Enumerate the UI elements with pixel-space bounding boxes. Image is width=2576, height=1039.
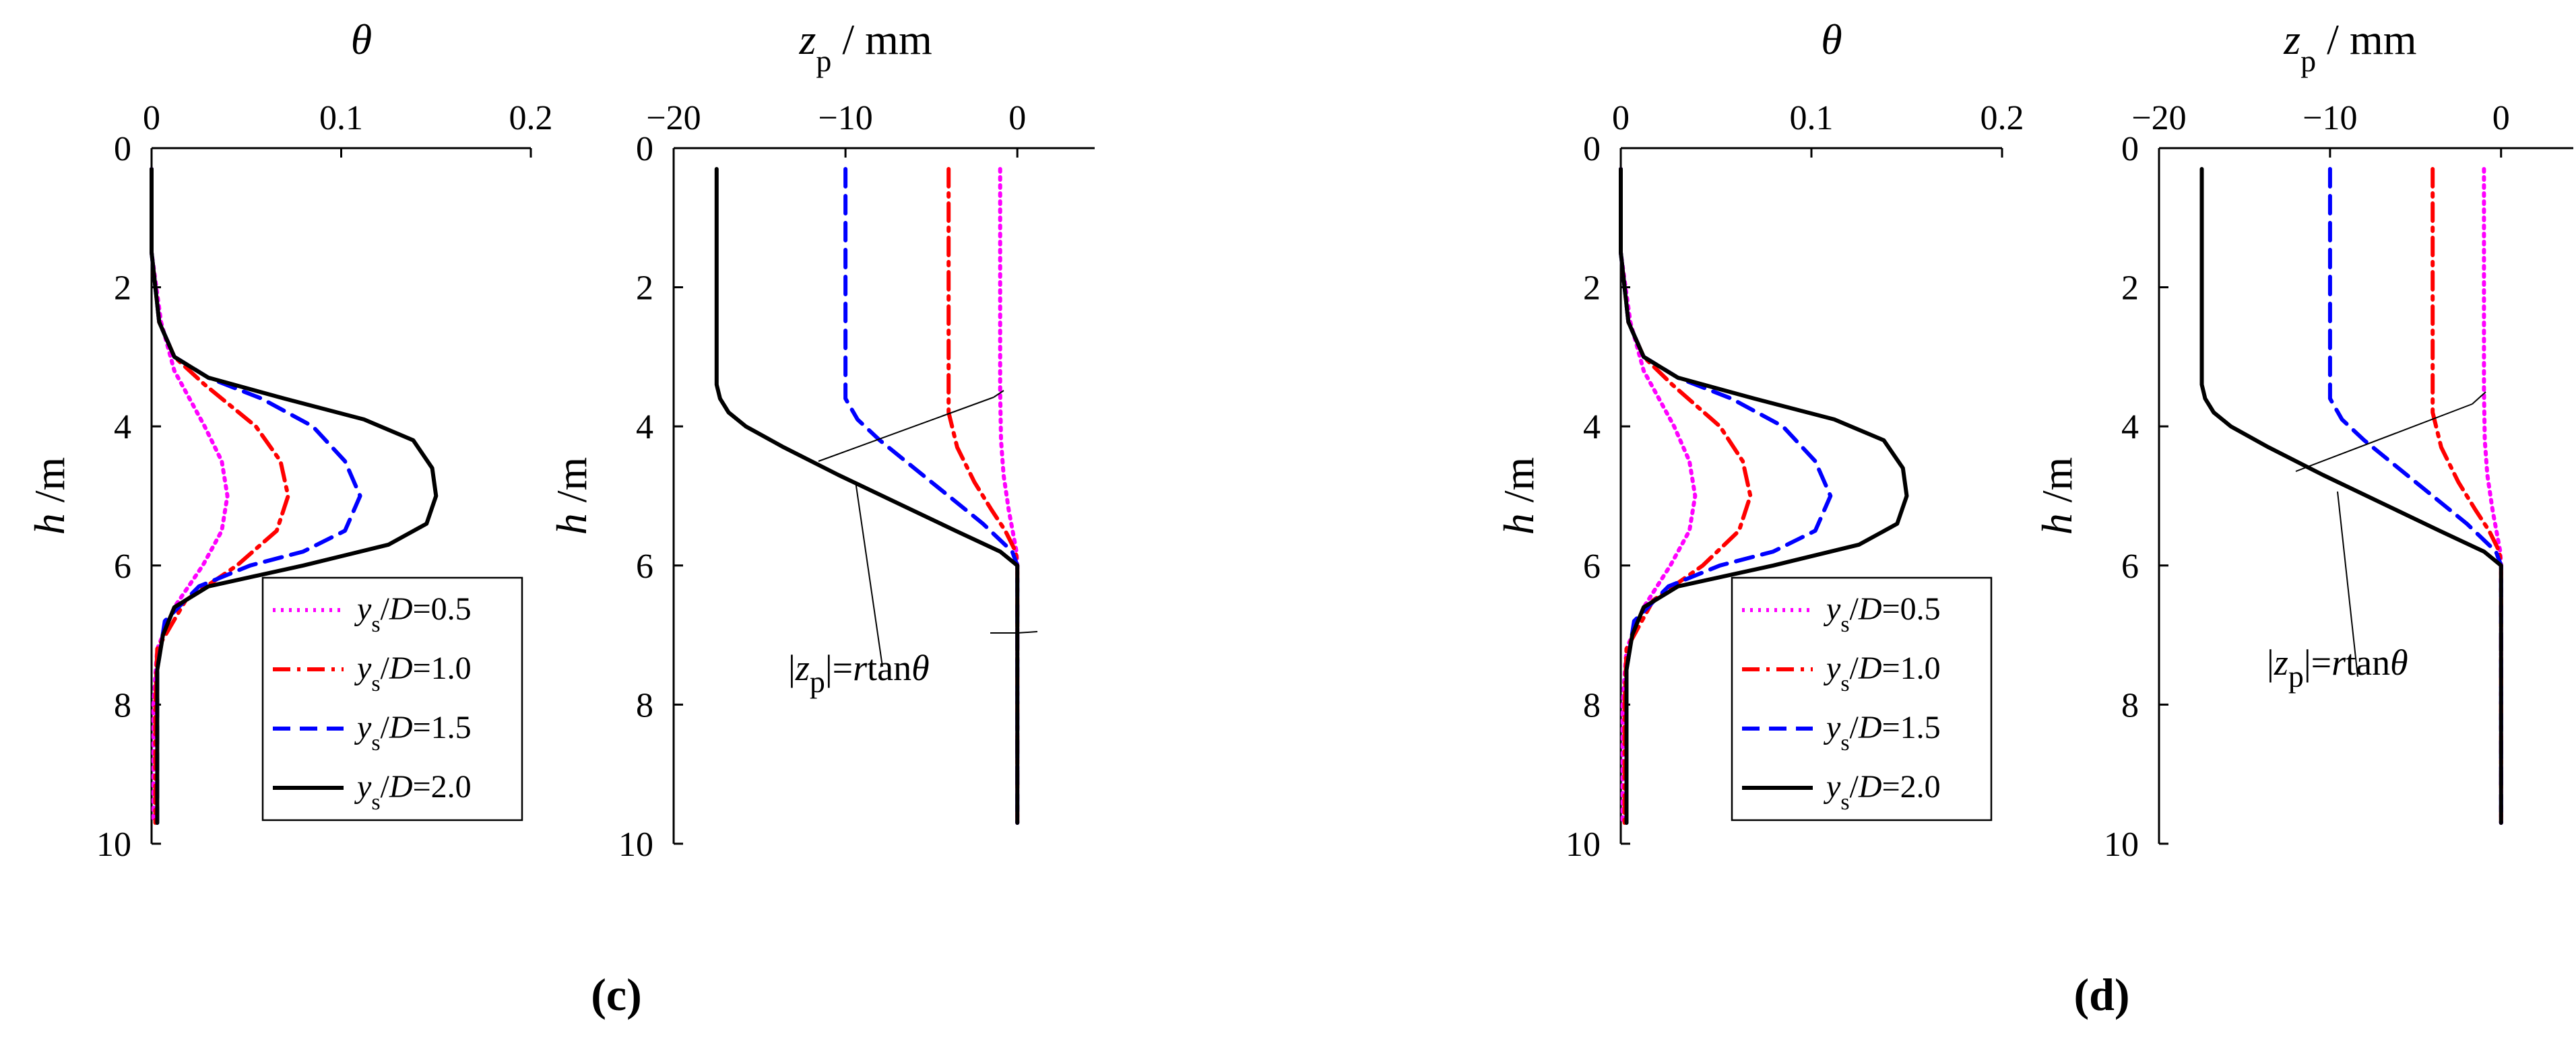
series-line-ys-d-1-5	[843, 167, 1020, 825]
x-tick-label: 0.1	[1790, 99, 1834, 137]
x-tick-label: 0	[2492, 99, 2510, 137]
y-tick-label: 2	[1583, 269, 1601, 308]
legend-0: ys/D=0.5 ys/D=1.0 ys/D=1.5 ys/D=2.0	[261, 576, 523, 822]
y-tick-label: 8	[1583, 686, 1601, 725]
annotation-d: |zp|=rtanθ	[2267, 391, 2486, 694]
y-tick-label: 8	[114, 686, 131, 725]
axes-3: −20 −10 0 0 2 4 6 8 10 h /m zp / mm	[2033, 15, 2573, 864]
series-line-ys-d-2-0	[150, 167, 439, 825]
y-tick-label: 6	[1583, 547, 1601, 586]
annotation-c: |zp|=rtanθ	[788, 390, 1038, 699]
legend-label: ys/D=1.0	[354, 650, 472, 696]
annotation-leader	[855, 481, 883, 667]
axes-2: 0 0.1 0.2 0 2 4 6 8 10 h /m θ	[1495, 15, 2024, 864]
series-line-ys-d-1-0	[946, 167, 1020, 825]
y-tick-label: 0	[2121, 130, 2139, 168]
panel-label: (d)	[2073, 969, 2129, 1020]
annotation-label: |zp|=rtanθ	[2267, 642, 2408, 694]
x-tick-label: −20	[646, 99, 701, 137]
y-tick-label: 8	[636, 686, 653, 725]
y-tick-label: 2	[114, 269, 131, 308]
x-axis-label: zp / mm	[2283, 15, 2416, 78]
y-tick-label: 2	[2121, 269, 2139, 308]
y-tick-label: 6	[2121, 547, 2139, 586]
axes-0: 0 0.1 0.2 0 2 4 6 8 10 h /m θ	[26, 15, 553, 864]
x-tick-label: 0	[1008, 99, 1026, 137]
legend-label: ys/D=0.5	[1823, 591, 1941, 637]
y-tick-label: 10	[2104, 826, 2139, 864]
panel-label: (c)	[591, 969, 641, 1020]
series-line-ys-d-0-5	[1619, 167, 1698, 825]
axes-1: −20 −10 0 0 2 4 6 8 10 h /m zp / mm	[548, 15, 1095, 864]
y-axis-label: h /m	[548, 457, 595, 535]
x-tick-label: −20	[2131, 99, 2186, 137]
y-tick-label: 2	[636, 269, 653, 308]
series-line-ys-d-1-0	[2430, 167, 2503, 825]
legend-label: ys/D=1.5	[1823, 710, 1941, 756]
y-tick-label: 6	[636, 547, 653, 586]
series-line-ys-d-1-5	[2327, 167, 2503, 825]
x-tick-label: 0	[1612, 99, 1630, 137]
x-axis-label: θ	[351, 15, 372, 63]
series-line-ys-d-0-5	[150, 167, 230, 825]
annotation-leader	[2295, 403, 2473, 472]
y-tick-label: 4	[2121, 408, 2139, 446]
legend-box	[261, 576, 523, 822]
legend-label: ys/D=2.0	[354, 769, 472, 815]
legend-label: ys/D=1.5	[354, 710, 472, 756]
x-tick-label: 0.2	[1981, 99, 2024, 137]
annotation-label: |zp|=rtanθ	[788, 648, 930, 699]
x-tick-label: −10	[818, 99, 872, 137]
y-tick-label: 0	[114, 130, 131, 168]
annotation-leader	[1017, 631, 1038, 634]
y-tick-label: 4	[636, 408, 653, 446]
annotation-leader	[2337, 491, 2358, 677]
annotation-leader	[818, 397, 994, 462]
x-tick-label: 0	[143, 99, 160, 137]
legend-2: ys/D=0.5 ys/D=1.0 ys/D=1.5 ys/D=2.0	[1731, 576, 1993, 822]
series-line-ys-d-0-5	[998, 167, 1020, 825]
y-axis-label: h /m	[2033, 457, 2081, 535]
series-line-ys-d-2-0	[714, 167, 1020, 825]
y-tick-label: 10	[1566, 826, 1601, 864]
x-tick-label: 0.1	[319, 99, 363, 137]
y-tick-label: 6	[114, 547, 131, 586]
y-axis-label: h /m	[1495, 457, 1543, 535]
y-tick-label: 0	[1583, 130, 1601, 168]
y-tick-label: 8	[2121, 686, 2139, 725]
series-line-ys-d-0-5	[2482, 167, 2503, 825]
legend-label: ys/D=1.0	[1823, 650, 1941, 696]
series-line-ys-d-2-0	[1619, 167, 1909, 825]
annotation-leader	[993, 390, 1004, 398]
legend-box	[1731, 576, 1993, 822]
y-tick-label: 0	[636, 130, 653, 168]
y-tick-label: 4	[1583, 408, 1601, 446]
y-axis-label: h /m	[26, 457, 73, 535]
y-tick-label: 10	[96, 826, 131, 864]
y-tick-label: 10	[618, 826, 653, 864]
y-tick-label: 4	[114, 408, 131, 446]
legend-label: ys/D=2.0	[1823, 769, 1941, 815]
x-axis-label: θ	[1821, 15, 1842, 63]
series-line-ys-d-1-0	[1619, 167, 1753, 825]
series-line-ys-d-2-0	[2199, 167, 2503, 825]
x-tick-label: 0.2	[509, 99, 553, 137]
legend-label: ys/D=0.5	[354, 591, 472, 637]
x-tick-label: −10	[2303, 99, 2357, 137]
annotation-leader	[2472, 391, 2486, 405]
x-axis-label: zp / mm	[798, 15, 932, 78]
